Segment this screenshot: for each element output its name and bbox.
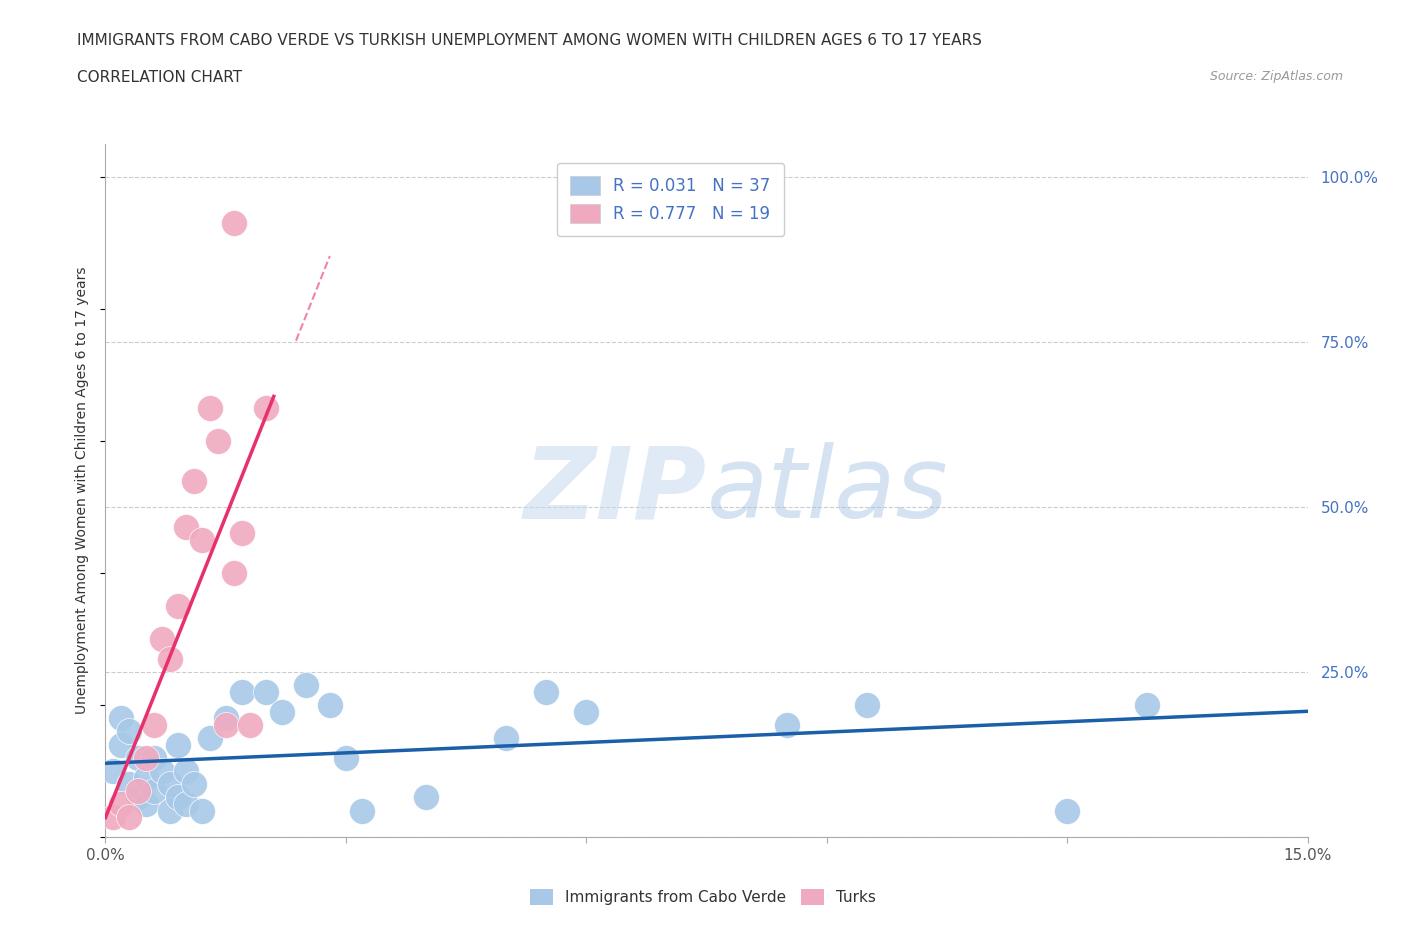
Text: Source: ZipAtlas.com: Source: ZipAtlas.com	[1209, 70, 1343, 83]
Point	[270, 704, 292, 719]
Point	[174, 764, 197, 778]
Point	[319, 698, 342, 712]
Point	[222, 216, 245, 231]
Point	[254, 684, 277, 699]
Point	[166, 599, 188, 614]
Point	[159, 651, 181, 666]
Point	[118, 810, 141, 825]
Point	[575, 704, 598, 719]
Point	[350, 804, 373, 818]
Point	[239, 717, 262, 732]
Point	[183, 473, 205, 488]
Point	[534, 684, 557, 699]
Point	[174, 520, 197, 535]
Text: atlas: atlas	[707, 442, 948, 539]
Point	[231, 684, 253, 699]
Point	[159, 804, 181, 818]
Point	[142, 751, 165, 765]
Point	[110, 737, 132, 752]
Point	[183, 777, 205, 791]
Legend: R = 0.031   N = 37, R = 0.777   N = 19: R = 0.031 N = 37, R = 0.777 N = 19	[557, 163, 785, 236]
Point	[159, 777, 181, 791]
Point	[855, 698, 877, 712]
Point	[135, 751, 157, 765]
Point	[142, 783, 165, 798]
Point	[118, 724, 141, 738]
Point	[127, 751, 149, 765]
Point	[174, 797, 197, 812]
Point	[150, 764, 173, 778]
Point	[118, 777, 141, 791]
Point	[254, 401, 277, 416]
Point	[150, 631, 173, 646]
Point	[214, 717, 236, 732]
Point	[495, 731, 517, 746]
Point	[207, 433, 229, 448]
Point	[335, 751, 357, 765]
Text: ZIP: ZIP	[523, 442, 707, 539]
Text: CORRELATION CHART: CORRELATION CHART	[77, 70, 242, 85]
Point	[166, 737, 188, 752]
Point	[142, 717, 165, 732]
Point	[135, 797, 157, 812]
Legend: Immigrants from Cabo Verde, Turks: Immigrants from Cabo Verde, Turks	[522, 882, 884, 913]
Point	[110, 711, 132, 725]
Point	[776, 717, 799, 732]
Point	[135, 770, 157, 785]
Point	[231, 526, 253, 541]
Point	[190, 804, 212, 818]
Point	[198, 401, 221, 416]
Point	[127, 783, 149, 798]
Point	[1136, 698, 1159, 712]
Y-axis label: Unemployment Among Women with Children Ages 6 to 17 years: Unemployment Among Women with Children A…	[76, 267, 90, 714]
Point	[103, 810, 125, 825]
Point	[166, 790, 188, 804]
Point	[415, 790, 437, 804]
Text: IMMIGRANTS FROM CABO VERDE VS TURKISH UNEMPLOYMENT AMONG WOMEN WITH CHILDREN AGE: IMMIGRANTS FROM CABO VERDE VS TURKISH UN…	[77, 33, 983, 47]
Point	[127, 790, 149, 804]
Point	[198, 731, 221, 746]
Point	[110, 797, 132, 812]
Point	[1056, 804, 1078, 818]
Point	[222, 565, 245, 580]
Point	[190, 533, 212, 548]
Point	[103, 764, 125, 778]
Point	[214, 711, 236, 725]
Point	[295, 678, 318, 693]
